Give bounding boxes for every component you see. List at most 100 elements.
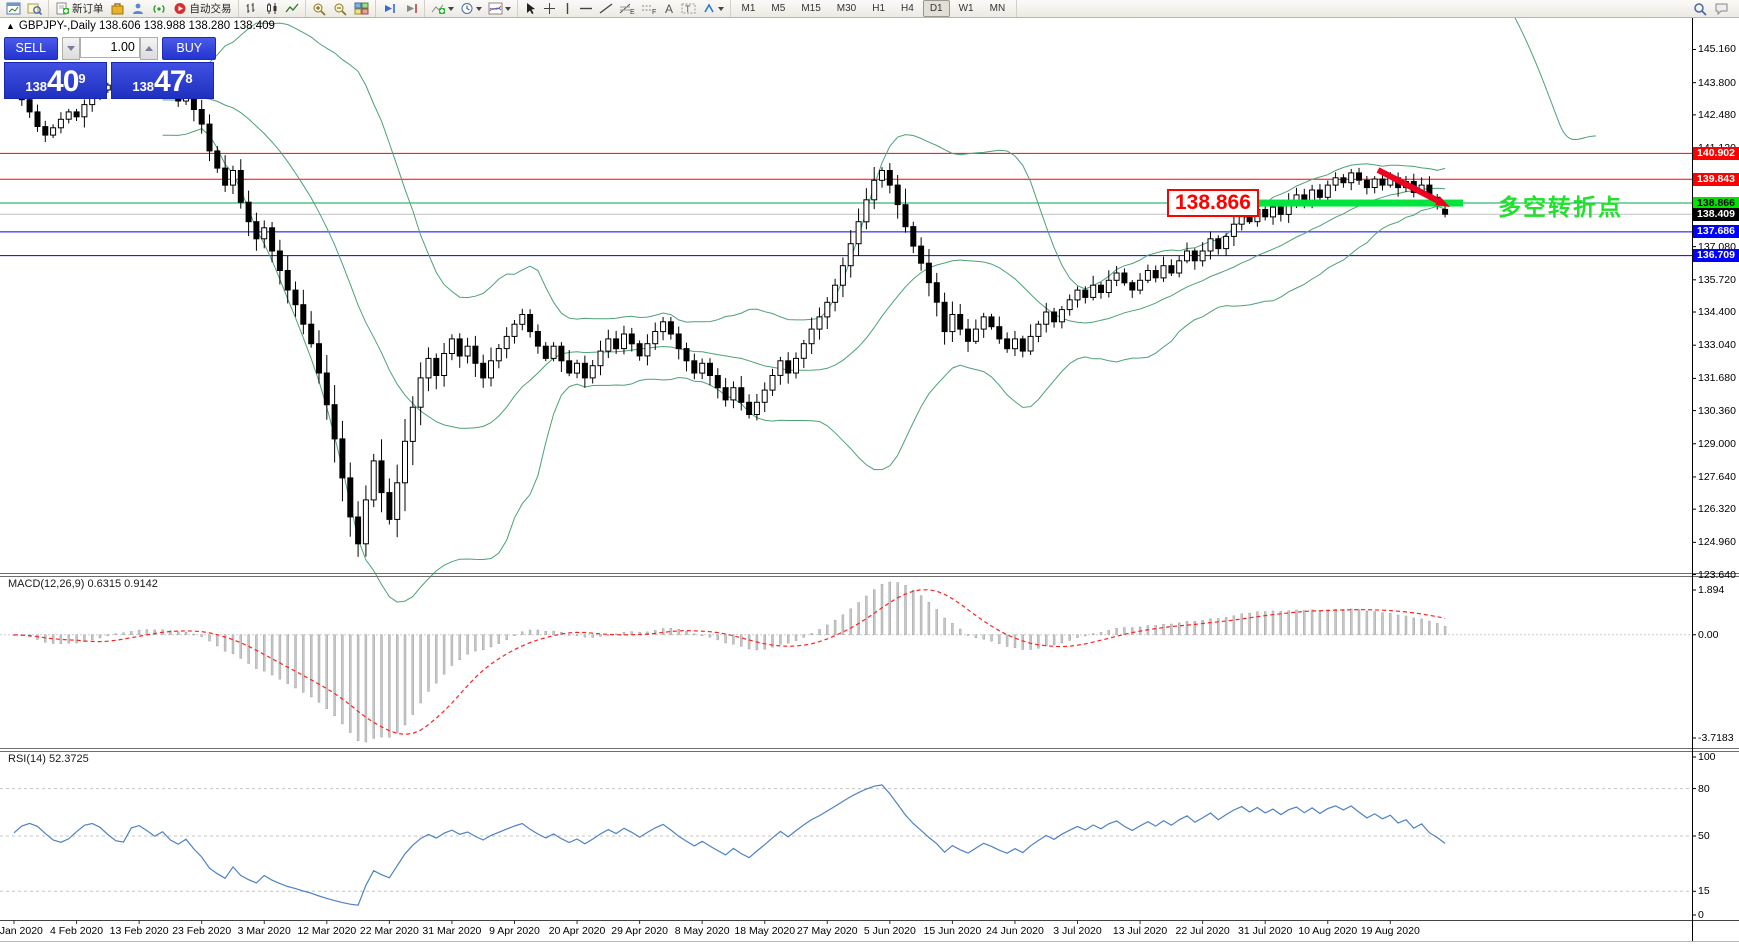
rsi-axis-label: 100: [1698, 751, 1716, 763]
bollinger-lower-band: [162, 128, 1446, 603]
price-badge-138.409[interactable]: 138.409: [1693, 207, 1739, 221]
periods-caret-icon[interactable]: [475, 6, 482, 11]
turning-point-annotation[interactable]: 多空转折点: [1498, 194, 1623, 221]
chat-icon[interactable]: [1711, 1, 1733, 16]
timeframe-button-w1[interactable]: W1: [958, 3, 974, 14]
periods-icon[interactable]: [457, 1, 485, 16]
sell-button[interactable]: SELL: [4, 37, 58, 60]
cursor-icon[interactable]: [521, 1, 540, 16]
vertical-line-icon[interactable]: [559, 1, 576, 16]
symbol-ohlc-text: GBPJPY-,Daily 138.606 138.988 138.280 13…: [18, 20, 275, 32]
rsi-axis-label: 15: [1698, 885, 1710, 898]
arrows-caret-icon[interactable]: [717, 6, 724, 11]
price-axis-tick: 142.480: [1698, 108, 1736, 121]
price-badge-139.843[interactable]: 139.843: [1693, 172, 1739, 186]
bollinger-middle-band: [162, 97, 1446, 429]
toolbox-icon[interactable]: [107, 1, 128, 16]
toolbar-group-trade: 新订单 自动交易: [49, 0, 239, 17]
auto-scroll-icon[interactable]: [379, 1, 400, 16]
sell-price-display[interactable]: 138 40 9: [4, 62, 107, 99]
down-arrow-head[interactable]: [1435, 196, 1450, 207]
zoom-in-icon[interactable]: [309, 1, 330, 16]
timeframe-button-mn[interactable]: MN: [989, 3, 1006, 14]
fibonacci-icon[interactable]: E: [616, 1, 638, 16]
templates-caret-icon[interactable]: [504, 6, 511, 11]
date-axis-label: 3 Mar 2020: [237, 925, 291, 937]
chart-shift-icon[interactable]: [400, 1, 421, 16]
timeframe-button-m15[interactable]: M15: [801, 3, 821, 14]
rsi-axis-label: 50: [1698, 830, 1710, 842]
price-axis-tick: 123.640: [1698, 568, 1736, 581]
one-click-trading-panel: SELL 1.00 BUY 138 40 9 138 47 8: [4, 37, 216, 99]
price-axis-tick: 135.720: [1698, 273, 1736, 286]
text-icon[interactable]: A: [660, 1, 678, 16]
price-badge-140.902[interactable]: 140.902: [1693, 146, 1739, 160]
down-arrow-shaft[interactable]: [1376, 167, 1439, 204]
date-axis-label: 27 May 2020: [796, 925, 858, 937]
buy-price-display[interactable]: 138 47 8: [111, 62, 214, 99]
toolbar: 新订单 自动交易 E F A T M1 M5 M15 M30 H1 H4 D1 W1 MN: [0, 0, 1739, 18]
text-label-icon[interactable]: T: [678, 1, 699, 16]
new-order-icon[interactable]: 新订单: [52, 1, 107, 16]
volume-up-stepper[interactable]: [139, 37, 159, 60]
line-chart-icon[interactable]: [282, 1, 302, 16]
timeframe-button-m5[interactable]: M5: [771, 3, 786, 14]
arrows-icon[interactable]: [699, 1, 727, 16]
volume-down-stepper[interactable]: [61, 37, 81, 60]
expand-triangle-icon[interactable]: ▲: [6, 21, 15, 31]
macd-axis-label: -3.7183: [1698, 732, 1734, 744]
price-badge-137.686[interactable]: 137.686: [1693, 225, 1739, 239]
signals-icon[interactable]: [149, 1, 170, 16]
equidistant-channel-icon[interactable]: F: [638, 1, 660, 16]
green-curve-object[interactable]: [1512, 13, 1597, 140]
macd-signal-line: [13, 589, 1446, 736]
svg-text:T: T: [685, 4, 691, 14]
bars-chart-icon[interactable]: [242, 1, 262, 16]
rsi-axis-label: 80: [1698, 782, 1710, 795]
search-icon[interactable]: [1690, 1, 1711, 16]
candlestick-series: [11, 71, 1449, 557]
date-axis-label: 13 Jul 2020: [1112, 925, 1168, 937]
date-axis-label: 13 Feb 2020: [109, 925, 169, 937]
svg-text:A: A: [665, 2, 673, 15]
horizontal-line-icon[interactable]: [576, 1, 596, 16]
timeframe-button-h4[interactable]: H4: [901, 3, 914, 14]
bollinger-upper-band: [162, 22, 1446, 323]
sell-price-prefix: 138: [25, 79, 48, 94]
market-icon[interactable]: [128, 1, 149, 16]
svg-text:F: F: [652, 9, 656, 15]
macd-axis-label: 1.894: [1698, 584, 1725, 596]
price-badge-136.709[interactable]: 136.709: [1693, 249, 1739, 263]
price-axis-tick: 124.960: [1698, 536, 1736, 549]
trendline-icon[interactable]: [596, 1, 616, 16]
zoom-out-icon[interactable]: [330, 1, 351, 16]
price-badge-138.866[interactable]: 138.866: [1693, 196, 1739, 210]
new-chart-icon[interactable]: [3, 1, 24, 16]
crosshair-icon[interactable]: [540, 1, 559, 16]
timeframe-button-d1[interactable]: D1: [922, 0, 950, 17]
timeframe-button-m1[interactable]: M1: [741, 3, 756, 14]
chart-profiles-icon[interactable]: [24, 1, 45, 16]
volume-input[interactable]: 1.00: [80, 37, 140, 58]
autotrading-icon[interactable]: 自动交易: [170, 1, 235, 16]
timeframe-button-m30[interactable]: M30: [836, 3, 857, 14]
candles-chart-icon[interactable]: [262, 1, 282, 16]
templates-icon[interactable]: [485, 1, 514, 16]
autotrading-label[interactable]: 自动交易: [189, 3, 232, 15]
timeframe-button-h1[interactable]: H1: [872, 3, 886, 14]
rsi-label: RSI(14) 52.3725: [8, 753, 89, 765]
date-axis-label: 4 Feb 2020: [49, 925, 104, 937]
buy-price-main: 47: [154, 65, 186, 98]
new-order-label[interactable]: 新订单: [72, 3, 104, 15]
tile-windows-icon[interactable]: [351, 1, 372, 16]
indicators-icon[interactable]: [428, 1, 457, 16]
rsi-axis-label: 0: [1698, 909, 1704, 921]
indicators-caret-icon[interactable]: [447, 6, 454, 11]
support-zone-bar[interactable]: [1245, 199, 1463, 207]
macd-histogram: [12, 581, 1447, 743]
price-axis-tick: 130.360: [1698, 404, 1736, 417]
date-axis-label: 5 Jun 2020: [863, 925, 916, 937]
buy-button[interactable]: BUY: [162, 37, 216, 60]
price-annotation-label[interactable]: 138.866: [1167, 189, 1259, 218]
